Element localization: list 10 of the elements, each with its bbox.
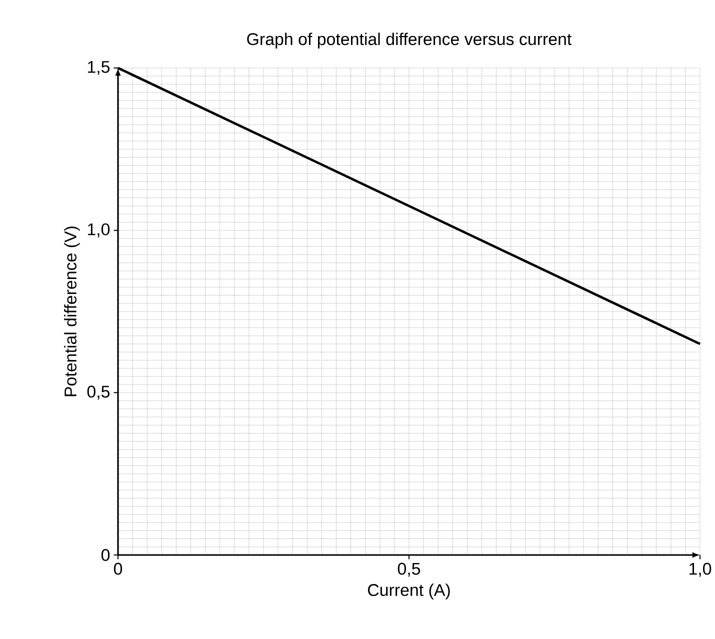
y-tick-label: 0,5: [87, 386, 110, 400]
x-tick-label: 1,0: [690, 562, 712, 577]
x-tick-label: 0,5: [398, 562, 420, 577]
y-tick-label: 1,0: [88, 223, 110, 238]
chart-title: Graph of potential difference versus current: [247, 32, 572, 48]
x-axis-title: Current (A): [368, 584, 450, 600]
y-tick-label: 1,5: [88, 61, 110, 75]
y-axis-title: Potential difference (V): [64, 226, 80, 396]
x-tick-label: 0: [114, 562, 122, 575]
y-tick-label: 0: [101, 549, 110, 561]
